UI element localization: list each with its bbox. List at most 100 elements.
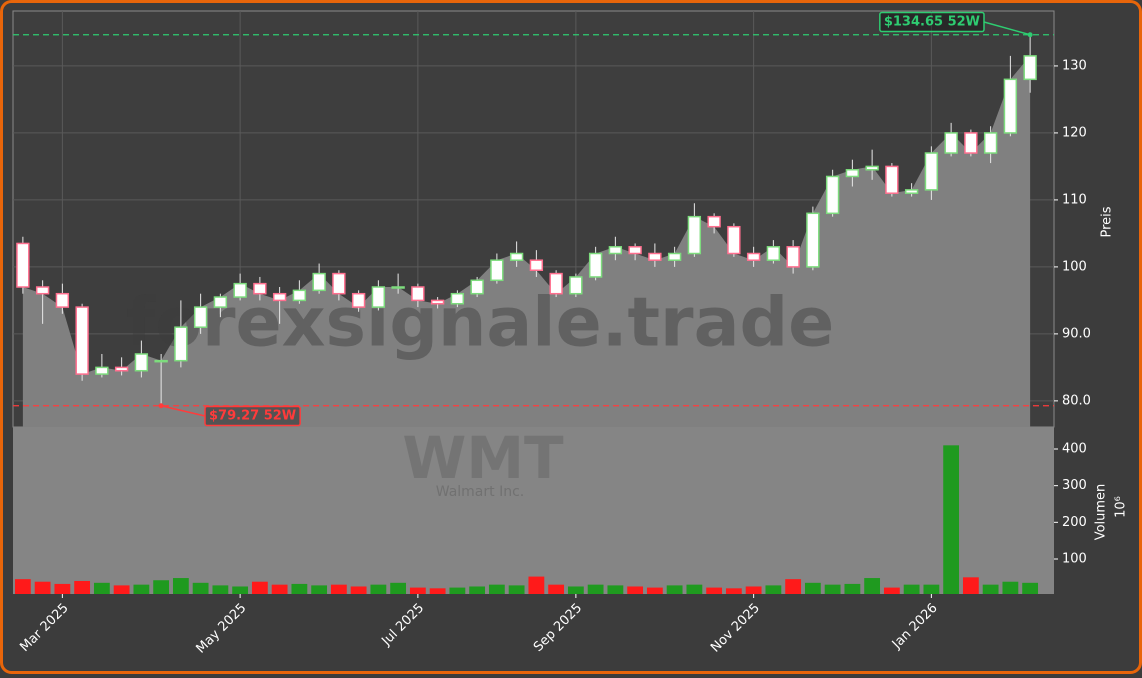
volume-bar bbox=[785, 579, 802, 594]
candle-body bbox=[292, 289, 307, 302]
candle-body bbox=[470, 279, 484, 295]
candle-body bbox=[253, 282, 267, 295]
volume-bar bbox=[113, 585, 130, 594]
volume-bar bbox=[271, 584, 288, 594]
volume-bar bbox=[251, 581, 268, 594]
volume-bar bbox=[567, 586, 584, 594]
volume-tick-label: 300 bbox=[1062, 478, 1087, 493]
candle-body bbox=[628, 246, 642, 255]
volume-bar bbox=[824, 584, 841, 594]
company-watermark: Walmart Inc. bbox=[436, 484, 524, 500]
candle-body bbox=[549, 272, 563, 295]
y-tick-label: 120 bbox=[1062, 125, 1087, 140]
candle-body bbox=[312, 272, 326, 292]
volume-bar bbox=[232, 586, 249, 594]
52w-label: $79.27 52W bbox=[209, 409, 296, 424]
y-tick-label: 130 bbox=[1062, 58, 1087, 73]
candle-body bbox=[351, 292, 366, 308]
candle-body bbox=[983, 132, 998, 154]
candle-body bbox=[707, 215, 721, 228]
52w-arrow-head bbox=[158, 403, 164, 409]
volume-bar bbox=[627, 586, 644, 594]
volume-bar bbox=[962, 577, 979, 594]
candle-body bbox=[1003, 78, 1018, 134]
volume-bar bbox=[943, 445, 960, 594]
volume-bar bbox=[370, 584, 387, 594]
volume-bar bbox=[212, 585, 229, 594]
candle-body bbox=[213, 296, 228, 308]
price-area bbox=[22, 55, 1031, 427]
volume-tick-label: 400 bbox=[1062, 441, 1087, 456]
volume-bar bbox=[192, 582, 209, 594]
volume-bar bbox=[1022, 582, 1039, 594]
volume-bar bbox=[508, 585, 525, 594]
candle-body bbox=[766, 246, 781, 261]
volume-bar bbox=[469, 586, 486, 594]
volume-panel bbox=[13, 427, 1054, 594]
candle-body bbox=[648, 252, 662, 261]
candle-body bbox=[885, 165, 899, 194]
volume-bar bbox=[488, 584, 505, 594]
52w-arrow bbox=[160, 405, 206, 417]
volume-bar bbox=[883, 587, 900, 594]
y-tick-label: 90.0 bbox=[1062, 326, 1091, 341]
volume-bar bbox=[982, 584, 999, 594]
candle-body bbox=[430, 299, 445, 305]
volume-bar bbox=[765, 585, 782, 594]
volume-bar bbox=[686, 584, 703, 594]
candle-body bbox=[944, 132, 958, 154]
y-tick-label: 100 bbox=[1062, 259, 1087, 274]
volume-bar bbox=[864, 578, 881, 594]
52w-arrow bbox=[983, 21, 1031, 36]
candle-body bbox=[964, 132, 978, 154]
y-tick-label: 80.0 bbox=[1062, 393, 1091, 408]
candle-body bbox=[114, 366, 129, 372]
candle-body bbox=[727, 225, 741, 255]
volume-tick-label: 100 bbox=[1062, 551, 1087, 566]
volume-bar bbox=[528, 576, 545, 594]
volume-bar bbox=[34, 581, 51, 594]
volume-bar bbox=[745, 586, 762, 594]
volume-bar bbox=[153, 580, 170, 594]
candle-body bbox=[371, 286, 386, 308]
candle-body bbox=[529, 259, 544, 271]
volume-bar bbox=[291, 583, 308, 594]
watermark: forexsignale.trade bbox=[126, 284, 835, 363]
volume-bar bbox=[14, 579, 31, 594]
volume-bar bbox=[646, 587, 663, 594]
candle-body bbox=[95, 366, 109, 375]
volume-unit: 10⁶ bbox=[1114, 496, 1129, 518]
candle-body bbox=[588, 252, 603, 278]
candle-body bbox=[16, 242, 30, 288]
candle-body bbox=[134, 353, 149, 372]
volume-bar bbox=[548, 584, 565, 594]
candle-body bbox=[806, 212, 820, 268]
volume-bar bbox=[804, 582, 821, 594]
y-axis-label: Preis bbox=[1100, 206, 1115, 237]
volume-bar bbox=[903, 584, 920, 594]
candle-body bbox=[391, 286, 405, 289]
candle-body bbox=[569, 276, 583, 295]
candle-body bbox=[411, 286, 425, 302]
candle-body bbox=[490, 259, 504, 282]
volume-bar bbox=[390, 582, 407, 594]
candle-body bbox=[35, 286, 50, 295]
52w-label: $134.65 52W bbox=[884, 15, 980, 30]
candle-body bbox=[746, 252, 761, 261]
candle-body bbox=[272, 292, 287, 302]
volume-bar bbox=[54, 583, 71, 594]
candle-body bbox=[1023, 55, 1037, 81]
volume-bar bbox=[93, 582, 110, 594]
volume-bar bbox=[923, 584, 940, 594]
volume-bar bbox=[350, 586, 367, 594]
volume-bar bbox=[311, 585, 328, 594]
candle-body bbox=[332, 272, 346, 295]
candle-body bbox=[904, 189, 919, 194]
candle-body bbox=[450, 292, 465, 305]
candle-body bbox=[687, 215, 702, 255]
candle-body bbox=[55, 292, 70, 308]
candle-body bbox=[608, 246, 623, 255]
candle-body bbox=[845, 169, 860, 178]
